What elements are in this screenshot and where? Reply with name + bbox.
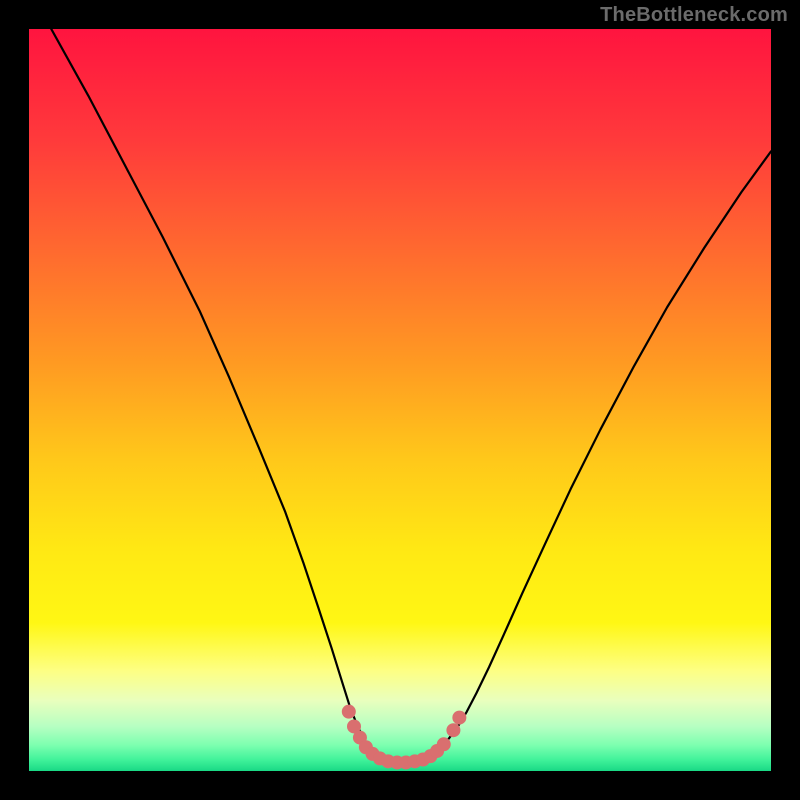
chart-outer-frame: TheBottleneck.com (0, 0, 800, 800)
highlight-marker (342, 705, 356, 719)
gradient-background (29, 29, 771, 771)
highlight-marker (437, 737, 451, 751)
plot-area (29, 29, 771, 771)
watermark-text: TheBottleneck.com (600, 4, 788, 27)
highlight-marker (446, 723, 460, 737)
highlight-marker (452, 711, 466, 725)
chart-svg (29, 29, 771, 771)
